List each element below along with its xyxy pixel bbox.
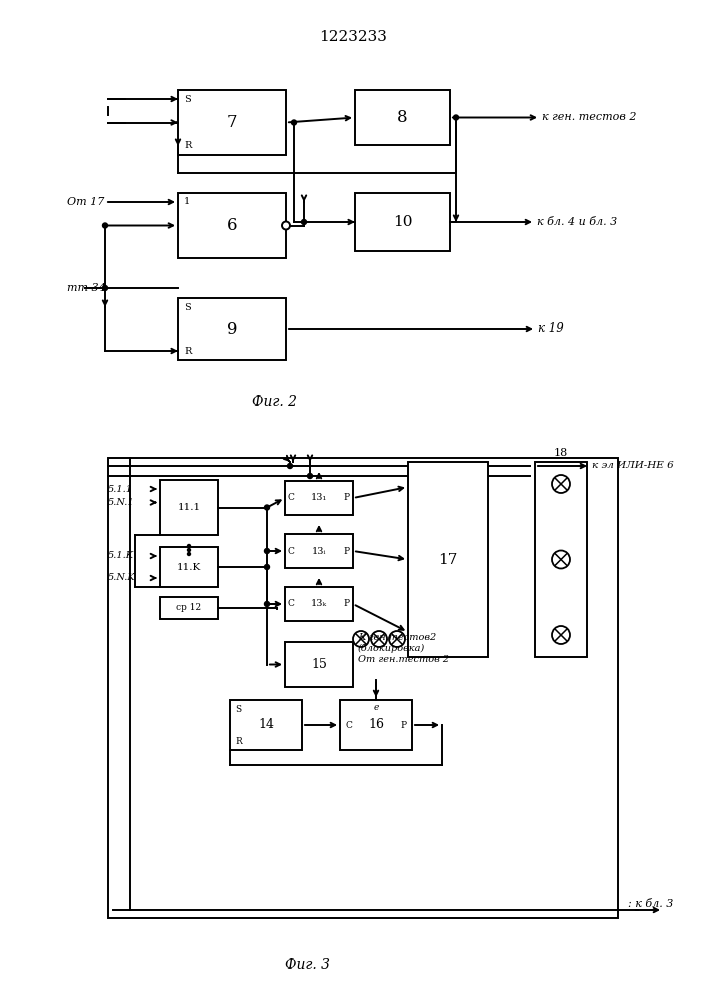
Text: сp 12: сp 12 [177,603,201,612]
Circle shape [264,505,269,510]
Bar [160,597,218,619]
Text: 14: 14 [258,718,274,732]
Text: 13₁: 13₁ [311,493,327,502]
Bar [178,193,286,258]
Text: 5.1.K: 5.1.K [108,552,134,560]
Bar [178,298,286,360]
Bar [535,462,587,657]
Text: Фиг. 2: Фиг. 2 [252,395,297,409]
Text: 13ₖ: 13ₖ [311,599,327,608]
Circle shape [187,548,190,552]
Circle shape [552,475,570,493]
Text: К ген.тестов2: К ген.тестов2 [358,633,436,642]
Text: C: C [345,720,352,730]
Text: S: S [184,302,191,312]
Text: 11.K: 11.K [177,562,201,572]
Text: 10: 10 [393,215,412,229]
Circle shape [103,223,107,228]
Bar [285,642,353,687]
Bar [285,481,353,515]
Text: 15: 15 [311,658,327,671]
Text: к 19: к 19 [538,322,563,336]
Text: 5.N.1: 5.N.1 [108,498,134,507]
Bar [340,700,412,750]
Text: тт 34: тт 34 [67,283,106,293]
Text: 8: 8 [397,109,408,126]
Bar [408,462,488,657]
Text: 7: 7 [227,114,238,131]
Circle shape [453,115,459,120]
Circle shape [187,552,190,556]
Circle shape [552,626,570,644]
Circle shape [264,548,269,554]
Text: P: P [344,599,350,608]
Circle shape [308,474,312,479]
Circle shape [288,464,293,468]
Circle shape [264,564,269,570]
Circle shape [103,286,107,290]
Text: (блокировка): (блокировка) [358,643,425,653]
Circle shape [371,631,387,647]
Text: к бл. 4 и бл. 3: к бл. 4 и бл. 3 [537,217,617,227]
Text: к эл ИЛИ-НЕ 6: к эл ИЛИ-НЕ 6 [592,462,674,471]
Bar [178,90,286,155]
Text: e: e [373,704,379,712]
Bar [285,534,353,568]
Circle shape [187,544,190,548]
Text: 6: 6 [227,217,238,234]
Text: От 17: От 17 [67,197,105,207]
Text: R: R [184,141,192,150]
Text: P: P [401,720,407,730]
Bar [108,458,618,918]
Bar [160,547,218,587]
Text: 5.1.1: 5.1.1 [108,485,133,493]
Text: 1223233: 1223233 [319,30,387,44]
Text: к ген. тестов 2: к ген. тестов 2 [542,112,636,122]
Text: 16: 16 [368,718,384,732]
Text: P: P [344,493,350,502]
Circle shape [264,601,269,606]
Bar [230,700,302,750]
Circle shape [301,220,307,225]
Circle shape [291,120,296,125]
Text: 9: 9 [227,320,238,338]
Bar [160,480,218,535]
Text: 5.N.K: 5.N.K [108,574,136,582]
Text: : к бл. 3: : к бл. 3 [628,899,673,909]
Bar [285,587,353,621]
Circle shape [353,631,369,647]
Bar [355,193,450,251]
Text: C: C [288,493,294,502]
Text: C: C [288,546,294,556]
Circle shape [552,550,570,568]
Text: C: C [288,599,294,608]
Text: Фиг. 3: Фиг. 3 [285,958,330,972]
Text: 17: 17 [438,552,457,566]
Circle shape [389,631,405,647]
Text: S: S [235,704,241,714]
Text: R: R [235,736,242,746]
Text: R: R [184,347,192,356]
Text: 13ᵢ: 13ᵢ [312,546,326,556]
Circle shape [282,222,290,230]
Text: 11.1: 11.1 [177,503,201,512]
Text: S: S [184,95,191,104]
Text: От ген.тестов 2: От ген.тестов 2 [358,656,449,664]
Bar [355,90,450,145]
Text: P: P [344,546,350,556]
Text: 18: 18 [554,448,568,458]
Text: 1: 1 [184,198,190,207]
